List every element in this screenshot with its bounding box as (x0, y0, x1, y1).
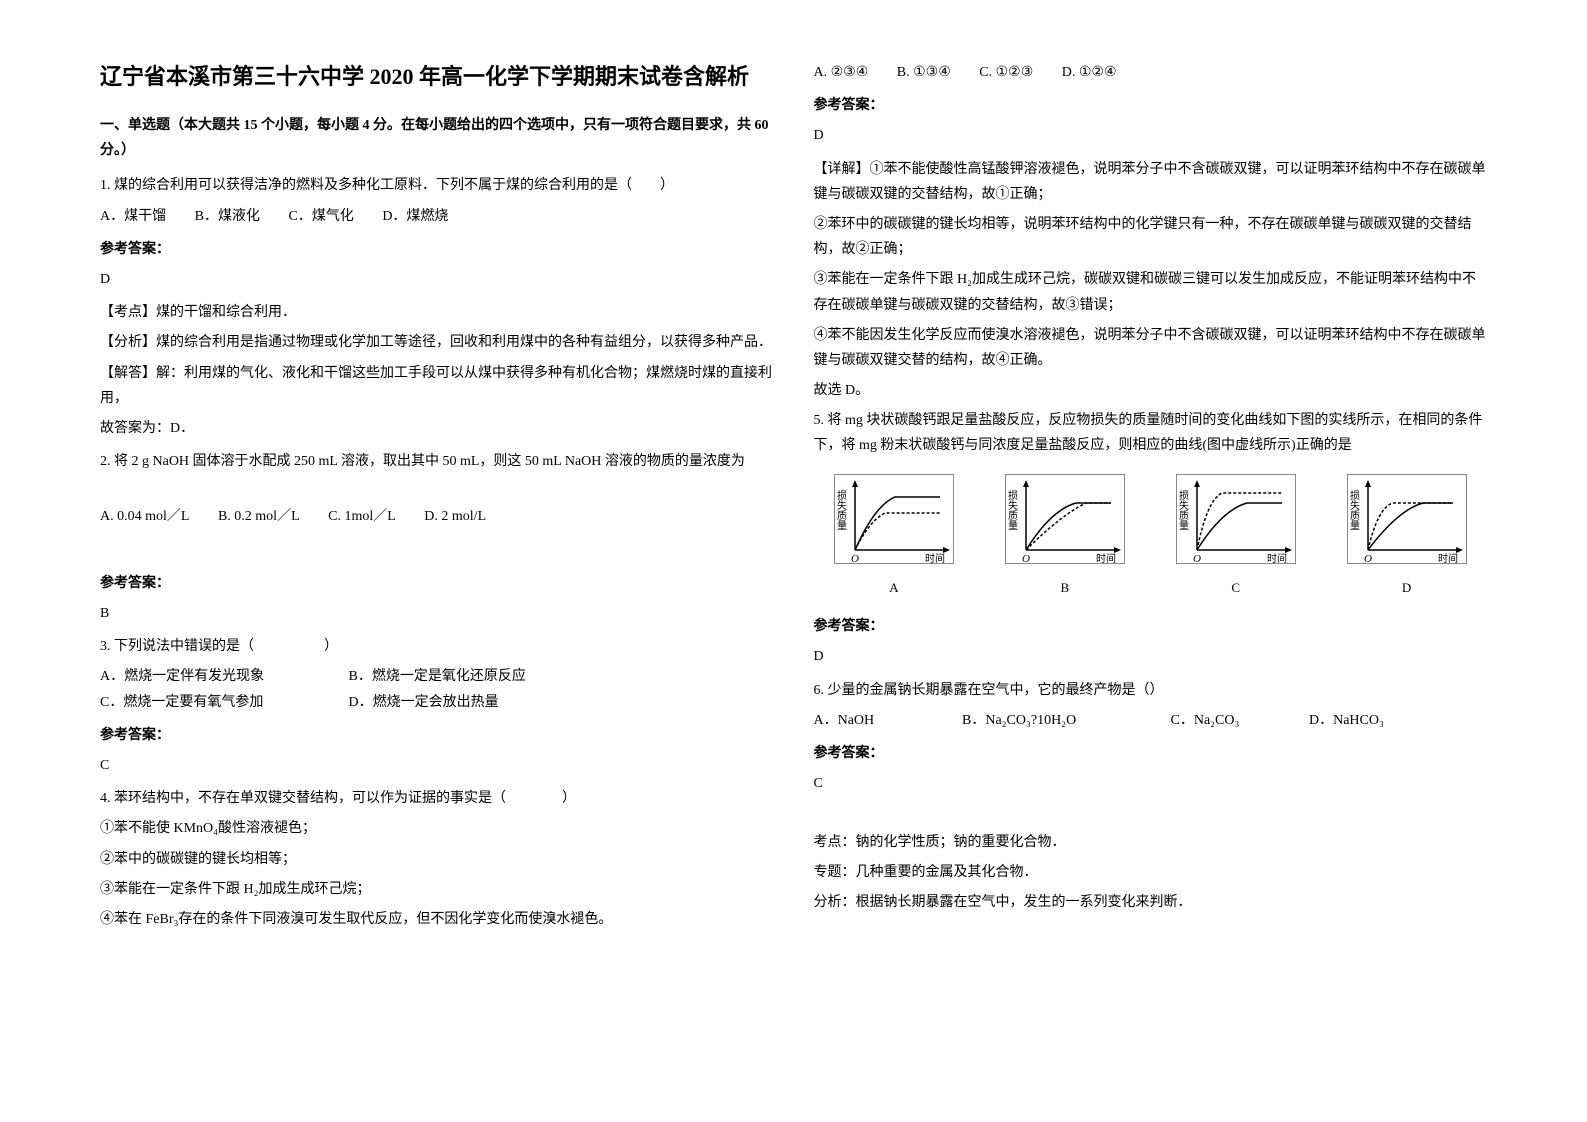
graph-A-label: A (834, 576, 954, 599)
q4-text: 4. 苯环结构中，不存在单双键交替结构，可以作为证据的事实是（ ） (100, 786, 774, 811)
q3-optA: A．燃烧一定伴有发光现象 (100, 664, 320, 689)
svg-text:损失质量: 损失质量 (1347, 488, 1359, 529)
q4-options: A. ②③④ B. ①③④ C. ①②③ D. ①②④ (814, 60, 1488, 85)
q3-answer: C (100, 753, 774, 778)
graph-D-label: D (1347, 576, 1467, 599)
q3-answer-label: 参考答案： (100, 723, 774, 748)
svg-text:时间: 时间 (925, 552, 945, 564)
q2-optC: C. 1mol／L (328, 504, 396, 529)
q3-text: 3. 下列说法中错误的是（ ） (100, 634, 774, 659)
svg-text:O: O (1364, 553, 1372, 564)
q4-optC: C. ①②③ (979, 60, 1033, 85)
q2-options: A. 0.04 mol／L B. 0.2 mol／L C. 1mol／L D. … (100, 504, 774, 529)
graph-D-svg: 损失质量 时间 O (1347, 474, 1467, 564)
q1-answer-label: 参考答案： (100, 237, 774, 262)
q1-solve2: 故答案为：D． (100, 416, 774, 441)
svg-text:损失质量: 损失质量 (834, 488, 846, 529)
q5-text: 5. 将 mg 块状碳酸钙跟足量盐酸反应，反应物损失的质量随时间的变化曲线如下图… (814, 408, 1488, 458)
q6-text: 6. 少量的金属钠长期暴露在空气中，它的最终产物是（） (814, 678, 1488, 703)
q6-optD: D．NaHCO₃ (1309, 708, 1384, 733)
graph-C: 损失质量 时间 O C (1176, 474, 1296, 600)
q2-text: 2. 将 2 g NaOH 固体溶于水配成 250 mL 溶液，取出其中 50 … (100, 449, 774, 474)
q2-optB: B. 0.2 mol／L (218, 504, 300, 529)
q2-optD: D. 2 mol/L (424, 504, 486, 529)
q1-options: A．煤干馏 B．煤液化 C．煤气化 D．煤燃烧 (100, 204, 774, 229)
graph-A: 损失质量 时间 O A (834, 474, 954, 600)
q6-answer-label: 参考答案： (814, 741, 1488, 766)
question-4: 4. 苯环结构中，不存在单双键交替结构，可以作为证据的事实是（ ） ①苯不能使 … (100, 786, 774, 932)
q1-point: 【考点】煤的干馏和综合利用． (100, 300, 774, 325)
svg-text:O: O (1193, 553, 1201, 564)
graph-C-label: C (1176, 576, 1296, 599)
left-column: 辽宁省本溪市第三十六中学 2020 年高一化学下学期期末试卷含解析 一、单选题（… (80, 60, 794, 1062)
q4-item3: ③苯能在一定条件下跟 H₂加成生成环己烷； (100, 877, 774, 902)
q4-item1: ①苯不能使 KMnO₄酸性溶液褪色； (100, 816, 774, 841)
graph-A-svg: 损失质量 时间 O (834, 474, 954, 564)
question-3: 3. 下列说法中错误的是（ ） A．燃烧一定伴有发光现象 B．燃烧一定是氧化还原… (100, 634, 774, 778)
question-1: 1. 煤的综合利用可以获得洁净的燃料及多种化工原料．下列不属于煤的综合利用的是（… (100, 173, 774, 441)
q1-text: 1. 煤的综合利用可以获得洁净的燃料及多种化工原料．下列不属于煤的综合利用的是（… (100, 173, 774, 198)
q1-optC: C．煤气化 (288, 204, 353, 229)
q5-answer: D (814, 644, 1488, 669)
svg-text:损失质量: 损失质量 (1005, 488, 1017, 529)
svg-text:O: O (1022, 553, 1030, 564)
q1-optB: B．煤液化 (195, 204, 260, 229)
q5-graphs: 损失质量 时间 O A 损失质量 时间 O B (814, 474, 1488, 600)
svg-text:O: O (851, 553, 859, 564)
svg-text:损失质量: 损失质量 (1176, 488, 1188, 529)
q3-optC: C．燃烧一定要有氧气参加 (100, 690, 320, 715)
q4-conclusion: 故选 D。 (814, 378, 1488, 403)
q5-answer-label: 参考答案： (814, 614, 1488, 639)
q6-optC: C．Na₂CO₃ (1171, 708, 1281, 733)
q1-optA: A．煤干馏 (100, 204, 166, 229)
question-5: 5. 将 mg 块状碳酸钙跟足量盐酸反应，反应物损失的质量随时间的变化曲线如下图… (814, 408, 1488, 669)
q3-optB: B．燃烧一定是氧化还原反应 (349, 664, 526, 689)
graph-D: 损失质量 时间 O D (1347, 474, 1467, 600)
q4-optB: B. ①③④ (897, 60, 951, 85)
document-title: 辽宁省本溪市第三十六中学 2020 年高一化学下学期期末试卷含解析 (100, 60, 774, 93)
q4-optA: A. ②③④ (814, 60, 869, 85)
svg-text:时间: 时间 (1267, 552, 1287, 564)
q4-detail2: ②苯环中的碳碳键的键长均相等，说明苯环结构中的化学键只有一种，不存在碳碳单键与碳… (814, 212, 1488, 262)
q4-detail4: ④苯不能因发生化学反应而使溴水溶液褪色，说明苯分子中不含碳碳双键，可以证明苯环结… (814, 323, 1488, 373)
q4-answer: D (814, 123, 1488, 148)
q4-item2: ②苯中的碳碳键的键长均相等； (100, 847, 774, 872)
q6-answer: C (814, 771, 1488, 796)
q4-item4: ④苯在 FeBr₃存在的条件下同液溴可发生取代反应，但不因化学变化而使溴水褪色。 (100, 907, 774, 932)
graph-C-svg: 损失质量 时间 O (1176, 474, 1296, 564)
q2-answer-label: 参考答案： (100, 571, 774, 596)
right-column: A. ②③④ B. ①③④ C. ①②③ D. ①②④ 参考答案： D 【详解】… (794, 60, 1508, 1062)
q4-detail1: 【详解】①苯不能使酸性高锰酸钾溶液褪色，说明苯分子中不含碳碳双键，可以证明苯环结… (814, 157, 1488, 207)
graph-B-svg: 损失质量 时间 O (1005, 474, 1125, 564)
q1-solve1: 【解答】解：利用煤的气化、液化和干馏这些加工手段可以从煤中获得多种有机化合物；煤… (100, 361, 774, 411)
q6-point: 考点：钠的化学性质；钠的重要化合物． (814, 830, 1488, 855)
q4-detail3: ③苯能在一定条件下跟 H₂加成生成环己烷，碳碳双键和碳碳三键可以发生加成反应，不… (814, 267, 1488, 317)
svg-text:时间: 时间 (1438, 552, 1458, 564)
q6-topic: 专题：几种重要的金属及其化合物． (814, 860, 1488, 885)
question-2: 2. 将 2 g NaOH 固体溶于水配成 250 mL 溶液，取出其中 50 … (100, 449, 774, 626)
q6-analysis: 分析：根据钠长期暴露在空气中，发生的一系列变化来判断． (814, 890, 1488, 915)
q6-optA: A．NaOH (814, 708, 934, 733)
q4-answer-label: 参考答案： (814, 93, 1488, 118)
q6-options: A．NaOH B．Na₂CO₃?10H₂O C．Na₂CO₃ D．NaHCO₃ (814, 708, 1488, 733)
q3-optD: D．燃烧一定会放出热量 (349, 690, 499, 715)
q1-answer: D (100, 267, 774, 292)
q1-analysis: 【分析】煤的综合利用是指通过物理或化学加工等途径，回收和利用煤中的各种有益组分，… (100, 330, 774, 355)
q2-answer: B (100, 601, 774, 626)
q1-optD: D．煤燃烧 (382, 204, 448, 229)
q3-options: A．燃烧一定伴有发光现象 B．燃烧一定是氧化还原反应 C．燃烧一定要有氧气参加 … (100, 664, 774, 714)
q4-optD: D. ①②④ (1062, 60, 1117, 85)
q2-optA: A. 0.04 mol／L (100, 504, 189, 529)
graph-B: 损失质量 时间 O B (1005, 474, 1125, 600)
q6-optB: B．Na₂CO₃?10H₂O (962, 708, 1142, 733)
section-header: 一、单选题（本大题共 15 个小题，每小题 4 分。在每小题给出的四个选项中，只… (100, 113, 774, 163)
question-6: 6. 少量的金属钠长期暴露在空气中，它的最终产物是（） A．NaOH B．Na₂… (814, 678, 1488, 916)
svg-text:时间: 时间 (1096, 552, 1116, 564)
graph-B-label: B (1005, 576, 1125, 599)
